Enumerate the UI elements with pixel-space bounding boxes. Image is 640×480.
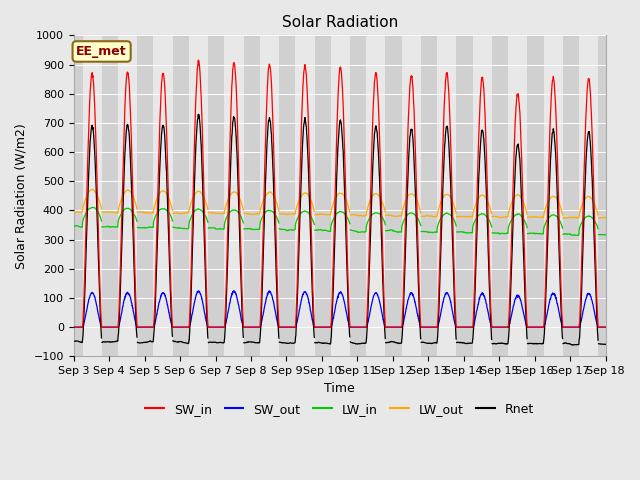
Bar — [437, 36, 456, 356]
Bar — [83, 36, 102, 356]
Bar — [535, 36, 543, 356]
Bar — [579, 36, 598, 356]
Bar — [393, 36, 402, 356]
Bar — [260, 36, 279, 356]
Bar — [251, 36, 260, 356]
Bar — [287, 36, 295, 356]
Bar — [570, 36, 579, 356]
Bar — [295, 36, 314, 356]
Bar — [173, 36, 180, 356]
Bar — [102, 36, 109, 356]
Text: EE_met: EE_met — [76, 45, 127, 58]
Bar — [331, 36, 350, 356]
Bar — [543, 36, 563, 356]
Bar — [314, 36, 322, 356]
Bar — [402, 36, 421, 356]
X-axis label: Time: Time — [324, 382, 355, 395]
Bar — [322, 36, 331, 356]
Bar — [428, 36, 437, 356]
Legend: SW_in, SW_out, LW_in, LW_out, Rnet: SW_in, SW_out, LW_in, LW_out, Rnet — [140, 398, 539, 420]
Bar — [137, 36, 145, 356]
Bar — [499, 36, 508, 356]
Bar — [279, 36, 287, 356]
Bar — [109, 36, 118, 356]
Bar — [508, 36, 527, 356]
Bar — [180, 36, 189, 356]
Bar — [366, 36, 385, 356]
Bar — [473, 36, 492, 356]
Y-axis label: Solar Radiation (W/m2): Solar Radiation (W/m2) — [15, 123, 28, 269]
Bar — [145, 36, 154, 356]
Bar — [118, 36, 137, 356]
Bar — [74, 36, 83, 356]
Bar — [244, 36, 251, 356]
Bar — [350, 36, 357, 356]
Bar — [527, 36, 535, 356]
Bar — [154, 36, 173, 356]
Bar — [456, 36, 464, 356]
Bar — [492, 36, 499, 356]
Bar — [189, 36, 208, 356]
Bar — [357, 36, 366, 356]
Bar — [208, 36, 216, 356]
Bar — [225, 36, 244, 356]
Title: Solar Radiation: Solar Radiation — [282, 15, 398, 30]
Bar — [464, 36, 473, 356]
Bar — [563, 36, 570, 356]
Bar — [421, 36, 428, 356]
Bar — [385, 36, 393, 356]
Bar — [598, 36, 605, 356]
Bar — [216, 36, 225, 356]
